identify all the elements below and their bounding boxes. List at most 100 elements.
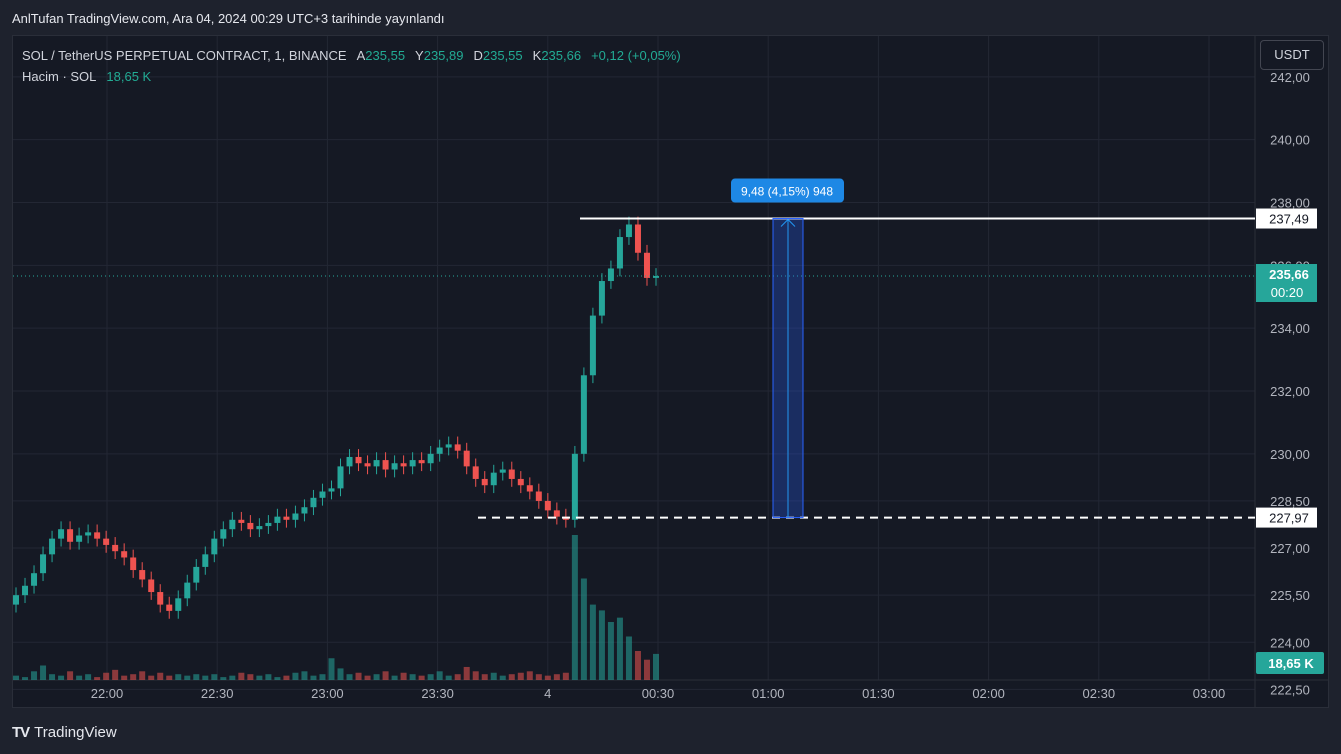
candle-body [625, 224, 632, 238]
candle-body [364, 463, 371, 467]
y-tick-label: 240,00 [1270, 133, 1310, 148]
volume-bar [256, 675, 263, 680]
volume-bar [310, 675, 317, 680]
candle-body [94, 532, 101, 539]
candle-body [202, 554, 209, 567]
volume-bar [580, 578, 587, 680]
candle-body [184, 582, 191, 599]
symbol-title[interactable]: SOL / TetherUS PERPETUAL CONTRACT, 1, BI… [22, 48, 347, 63]
chart-frame[interactable] [12, 35, 1329, 708]
candle-body [76, 535, 83, 542]
candle-body [454, 444, 461, 451]
volume-bar [229, 675, 236, 680]
candle-body [67, 529, 74, 542]
volume-bar [544, 675, 551, 680]
volume-bar [517, 672, 524, 680]
change-value: +0,12 (+0,05%) [591, 48, 681, 63]
volume-bar [400, 672, 407, 680]
candle-body [445, 444, 452, 448]
candle-body [481, 478, 488, 486]
x-tick-label: 4 [544, 686, 551, 701]
volume-bar [535, 674, 542, 680]
candle-body [643, 252, 650, 278]
volume-bar [418, 675, 425, 680]
volume-bar [67, 671, 74, 680]
currency-button[interactable]: USDT [1260, 40, 1324, 70]
y-tick-label: 227,00 [1270, 541, 1310, 556]
x-tick-label: 03:00 [1193, 686, 1226, 701]
candle-body [436, 447, 443, 454]
low-value: 235,55 [482, 48, 523, 63]
price-label: 237,49 [1269, 212, 1309, 227]
candle-body [13, 595, 19, 605]
candle-body [49, 538, 56, 555]
volume-bar [301, 671, 308, 680]
volume-bar [139, 671, 146, 680]
candle-body [193, 566, 200, 583]
measure-label: 9,48 (4,15%) 948 [741, 185, 833, 199]
volume-bar [58, 675, 65, 680]
volume-bar [625, 636, 632, 680]
volume-value: 18,65 K [106, 69, 152, 84]
volume-bar [643, 659, 650, 680]
publication-info: AnlTufan TradingView.com, Ara 04, 2024 0… [12, 11, 445, 26]
candle-body [328, 488, 335, 492]
low-label: D [473, 48, 483, 63]
volume-bar [382, 671, 389, 680]
candle-body [508, 469, 515, 479]
volume-bar [562, 672, 569, 680]
x-tick-label: 22:00 [91, 686, 124, 701]
candle-body [653, 276, 659, 278]
candle-body [274, 516, 281, 523]
volume-axis-label-bg [1256, 652, 1324, 674]
candle-body [319, 491, 326, 498]
candle-body [130, 557, 137, 571]
candle-body [103, 538, 110, 545]
volume-bar [31, 671, 38, 680]
y-tick-label: 222,50 [1270, 682, 1310, 697]
volume-bar [13, 675, 19, 680]
measure-arrow-head-icon [780, 218, 796, 227]
candle-body [310, 497, 317, 508]
volume-bar [499, 675, 506, 680]
candle-body [292, 513, 299, 520]
x-tick-label: 22:30 [201, 686, 234, 701]
volume-bar [319, 674, 326, 680]
candle-body [472, 466, 479, 479]
volume-bar [508, 674, 515, 680]
bar-countdown: 00:20 [1271, 285, 1304, 300]
volume-bar [121, 675, 128, 680]
volume-bar [337, 668, 344, 680]
volume-axis-label: 18,65 K [1268, 656, 1314, 671]
candle-body [571, 453, 578, 520]
chart-legend: SOL / TetherUS PERPETUAL CONTRACT, 1, BI… [22, 45, 681, 87]
y-tick-label: 238,00 [1270, 195, 1310, 210]
price-label: 227,97 [1269, 511, 1309, 526]
candle-body [355, 456, 362, 464]
volume-bar [481, 674, 488, 680]
candle-body [337, 466, 344, 489]
x-tick-label: 02:00 [972, 686, 1005, 701]
candle-body [400, 463, 407, 467]
volume-bar [265, 674, 272, 680]
candle-body [580, 375, 587, 454]
candle-body [634, 224, 641, 253]
volume-label[interactable]: Hacim · SOL [22, 69, 97, 84]
candle-body [112, 544, 119, 552]
volume-bar [391, 675, 398, 680]
volume-bar [220, 677, 227, 680]
price-label-bg [1256, 208, 1317, 229]
candle-body [256, 526, 263, 530]
y-tick-label: 232,00 [1270, 384, 1310, 399]
candle-body [616, 237, 623, 269]
brand[interactable]: TV TradingView [12, 724, 117, 741]
volume-bar [454, 674, 461, 680]
candle-body [382, 460, 389, 470]
y-tick-label: 228,50 [1270, 494, 1310, 509]
x-tick-label: 01:00 [752, 686, 785, 701]
volume-bar [616, 617, 623, 680]
candle-body [148, 579, 155, 593]
candle-body [526, 485, 533, 492]
last-price-label-bg [1256, 264, 1317, 303]
